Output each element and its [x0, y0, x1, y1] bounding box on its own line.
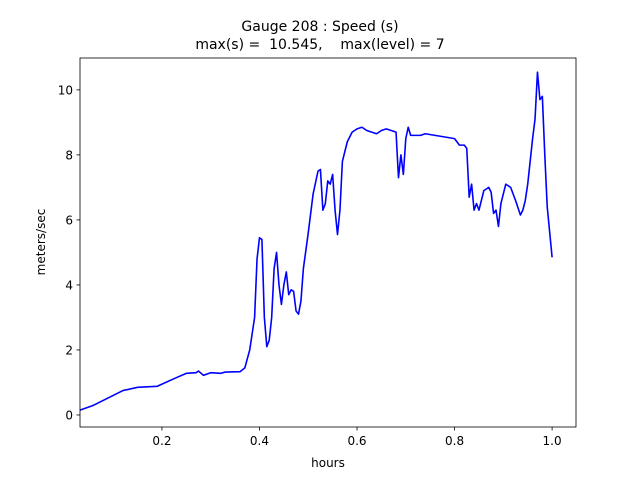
y-tick-label: 8 [65, 148, 73, 162]
x-tick-label: 0.6 [347, 434, 366, 448]
y-axis-label: meters/sec [34, 209, 48, 276]
chart-title: Gauge 208 : Speed (s) [241, 19, 398, 35]
chart-subtitle: max(s) = 10.545, max(level) = 7 [195, 37, 444, 53]
data-line [79, 71, 553, 411]
x-axis-label: hours [311, 456, 345, 470]
x-tick-label: 0.2 [152, 434, 171, 448]
y-tick-label: 6 [65, 213, 73, 227]
x-tick-label: 0.8 [445, 434, 464, 448]
y-tick-label: 4 [65, 278, 73, 292]
x-tick-label: 1.0 [543, 434, 562, 448]
y-tick-label: 10 [58, 83, 73, 97]
plot-frame [79, 57, 577, 428]
y-tick-label: 0 [65, 408, 73, 422]
y-tick-label: 2 [65, 343, 73, 357]
x-tick-label: 0.4 [250, 434, 269, 448]
